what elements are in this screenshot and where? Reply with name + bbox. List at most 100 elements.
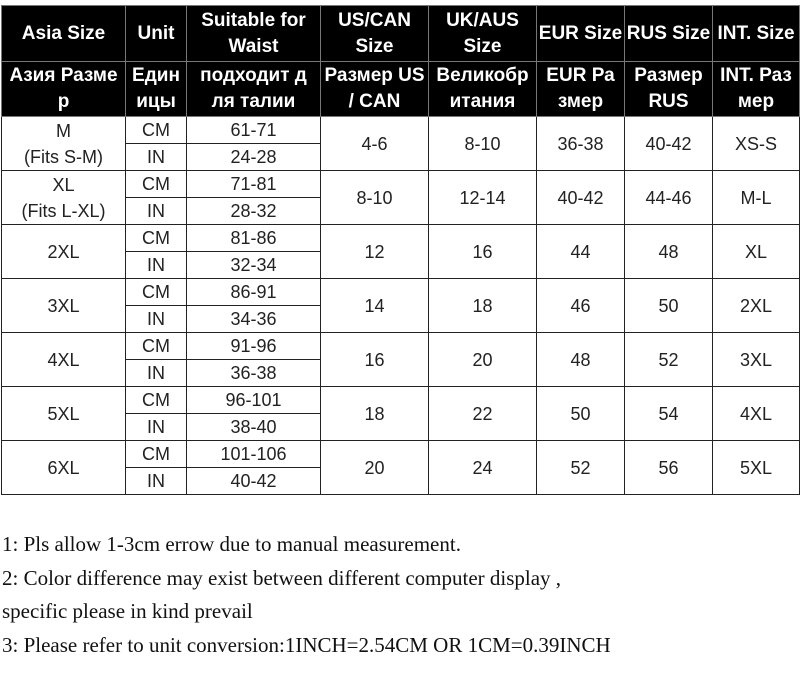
note-1: 1: Pls allow 1-3cm errow due to manual m…: [2, 532, 461, 556]
table-row: 3XL CM 86-91 14 18 46 50 2XL: [1, 278, 800, 333]
notes: 1: Pls allow 1-3cm errow due to manual m…: [2, 528, 611, 662]
waist-in: 38-40: [186, 413, 321, 441]
waist-cm: 96-101: [186, 386, 321, 414]
table-row: IN 28-32: [2, 197, 800, 225]
table-row: IN 24-28: [2, 143, 800, 171]
unit-in: IN: [125, 467, 187, 495]
asia-size-cell: XL (Fits L-XL): [1, 170, 126, 225]
eur-size: 50: [536, 386, 625, 441]
asia-size: 3XL: [47, 295, 80, 316]
size-chart-table: Asia Size Unit Suitable for Waist US/CAN Si…: [1, 5, 800, 495]
waist-cm: 101-106: [186, 440, 321, 468]
column-header: EUR Size: [536, 5, 625, 62]
column-header: EUR Ра змер: [536, 61, 625, 117]
waist-cm: 61-71: [186, 116, 321, 144]
us-size: 18: [320, 386, 429, 441]
column-header: Unit: [125, 5, 187, 62]
rus-size: 56: [624, 440, 713, 495]
uk-size: 12-14: [428, 170, 537, 225]
column-header: RUS Size: [624, 5, 713, 62]
waist-in: 34-36: [186, 305, 321, 333]
asia-size: 6XL: [47, 457, 80, 478]
uk-size: 8-10: [428, 116, 537, 171]
eur-size: 40-42: [536, 170, 625, 225]
header-row-russian: Азия Разме р Един ицы подходит д ля талии Р…: [1, 61, 800, 117]
asia-size-cell: 6XL: [1, 440, 126, 495]
asia-size: 5XL: [47, 403, 80, 424]
unit-cm: CM: [125, 224, 187, 252]
asia-size-cell: M (Fits S-M): [1, 116, 126, 171]
uk-size: 24: [428, 440, 537, 495]
uk-size: 20: [428, 332, 537, 387]
column-header: Размер US / CAN: [320, 61, 429, 117]
asia-size-cell: 3XL: [1, 278, 126, 333]
column-header: US/CAN Size: [320, 5, 429, 62]
asia-size: 4XL: [47, 349, 80, 370]
table-row: M (Fits S-M) CM 61-71 4-6 8-10 36-38 40-42 XS-S: [1, 116, 800, 171]
int-size: 5XL: [712, 440, 800, 495]
unit-in: IN: [125, 251, 187, 279]
unit-cm: CM: [125, 386, 187, 414]
rus-size: 40-42: [624, 116, 713, 171]
us-size: 20: [320, 440, 429, 495]
unit-in: IN: [125, 305, 187, 333]
asia-size-cell: 5XL: [1, 386, 126, 441]
column-header: Великобр итания: [428, 61, 537, 117]
int-size: XS-S: [712, 116, 800, 171]
int-size: 4XL: [712, 386, 800, 441]
note-2-continued: specific please in kind prevail: [2, 599, 253, 623]
us-size: 8-10: [320, 170, 429, 225]
unit-in: IN: [125, 413, 187, 441]
eur-size: 48: [536, 332, 625, 387]
us-size: 12: [320, 224, 429, 279]
column-header: Suitable for Waist: [186, 5, 321, 62]
table-row: IN 40-42: [2, 467, 800, 495]
table-row: IN 38-40: [2, 413, 800, 441]
eur-size: 46: [536, 278, 625, 333]
column-header: UK/AUS Size: [428, 5, 537, 62]
unit-in: IN: [125, 143, 187, 171]
table-row: XL (Fits L-XL) CM 71-81 8-10 12-14 40-42 44-46 M…: [1, 170, 800, 225]
waist-in: 28-32: [186, 197, 321, 225]
table-row: 5XL CM 96-101 18 22 50 54 4XL: [1, 386, 800, 441]
waist-in: 40-42: [186, 467, 321, 495]
column-header: Размер RUS: [624, 61, 713, 117]
rus-size: 54: [624, 386, 713, 441]
int-size: XL: [712, 224, 800, 279]
column-header: Един ицы: [125, 61, 187, 117]
us-size: 14: [320, 278, 429, 333]
int-size: M-L: [712, 170, 800, 225]
table-row: IN 32-34: [2, 251, 800, 279]
asia-size: M: [56, 120, 71, 141]
waist-cm: 81-86: [186, 224, 321, 252]
table-row: 6XL CM 101-106 20 24 52 56 5XL: [1, 440, 800, 495]
column-header: Asia Size: [1, 5, 126, 62]
note-3: 3: Please refer to unit conversion:1INCH…: [2, 632, 611, 657]
int-size: 2XL: [712, 278, 800, 333]
us-size: 4-6: [320, 116, 429, 171]
column-header: Азия Разме р: [1, 61, 126, 117]
waist-in: 24-28: [186, 143, 321, 171]
unit-in: IN: [125, 197, 187, 225]
table-row: IN 36-38: [2, 359, 800, 387]
rus-size: 48: [624, 224, 713, 279]
asia-size-cell: 4XL: [1, 332, 126, 387]
unit-cm: CM: [125, 170, 187, 198]
table-row: 2XL CM 81-86 12 16 44 48 XL: [1, 224, 800, 279]
unit-cm: CM: [125, 116, 187, 144]
waist-cm: 86-91: [186, 278, 321, 306]
asia-size-note: (Fits S-M): [24, 146, 103, 167]
eur-size: 36-38: [536, 116, 625, 171]
uk-size: 16: [428, 224, 537, 279]
asia-size: 2XL: [47, 241, 80, 262]
rus-size: 52: [624, 332, 713, 387]
uk-size: 18: [428, 278, 537, 333]
int-size: 3XL: [712, 332, 800, 387]
waist-cm: 71-81: [186, 170, 321, 198]
table-row: 4XL CM 91-96 16 20 48 52 3XL: [1, 332, 800, 387]
waist-cm: 91-96: [186, 332, 321, 360]
asia-size-note: (Fits L-XL): [21, 200, 106, 221]
unit-cm: CM: [125, 278, 187, 306]
unit-in: IN: [125, 359, 187, 387]
asia-size: XL: [52, 174, 75, 195]
